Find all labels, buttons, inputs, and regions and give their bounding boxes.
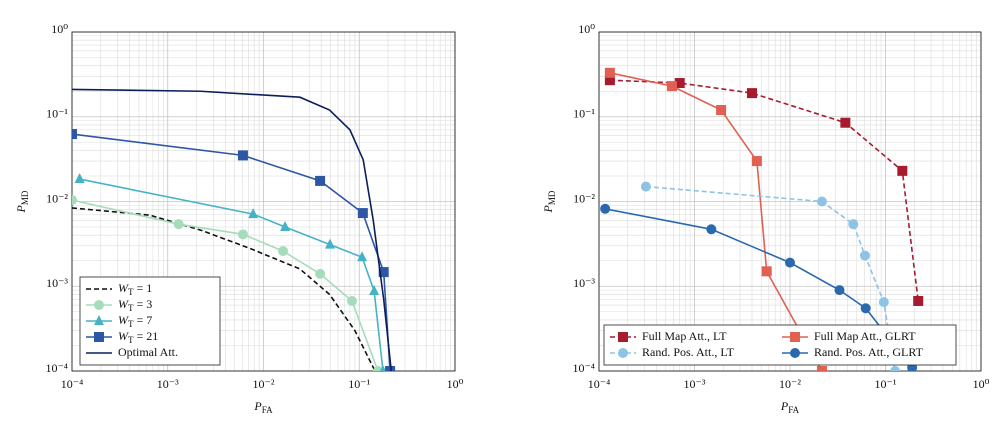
marker bbox=[72, 195, 77, 206]
marker bbox=[369, 284, 380, 295]
plot-frame bbox=[598, 31, 982, 372]
series-line bbox=[72, 207, 376, 371]
marker bbox=[785, 257, 795, 268]
legend-label: WT = 1 bbox=[118, 281, 152, 297]
marker bbox=[859, 250, 870, 261]
plot-area bbox=[72, 88, 396, 371]
legend-label: WT = 7 bbox=[118, 313, 152, 329]
y-tick-label: 10⁻¹ bbox=[573, 107, 595, 121]
marker bbox=[848, 219, 859, 230]
marker bbox=[74, 173, 85, 184]
legend-marker bbox=[618, 332, 628, 342]
marker bbox=[315, 268, 326, 279]
marker bbox=[604, 75, 615, 86]
marker bbox=[860, 303, 871, 314]
x-tick-label: 10⁰ bbox=[447, 377, 464, 391]
legend: Full Map Att., LT Full Map Att., GLRT Rand… bbox=[603, 324, 957, 366]
x-tick-label: 10⁰ bbox=[973, 377, 990, 391]
series-line bbox=[609, 72, 823, 371]
marker bbox=[746, 88, 757, 99]
marker bbox=[674, 78, 685, 89]
series-line bbox=[72, 133, 391, 371]
marker bbox=[357, 208, 368, 219]
marker bbox=[716, 105, 727, 116]
marker bbox=[600, 203, 611, 214]
y-tick-label: 10⁻² bbox=[573, 191, 595, 205]
legend-label: Full Map Att., GLRT bbox=[814, 329, 916, 343]
marker bbox=[173, 219, 184, 230]
series-line bbox=[645, 185, 896, 371]
marker bbox=[278, 246, 289, 257]
x-tick-label: 10⁻² bbox=[779, 377, 801, 391]
y-tick-label: 10⁰ bbox=[578, 22, 595, 36]
series-line bbox=[72, 88, 393, 371]
marker bbox=[280, 221, 291, 232]
legend-marker bbox=[94, 300, 104, 310]
legend-label: WT = 21 bbox=[118, 329, 158, 345]
y-tick-label: 10⁻³ bbox=[46, 276, 68, 290]
marker bbox=[751, 156, 762, 167]
y-axis-label: PMD bbox=[14, 190, 30, 213]
x-tick-label: 10⁻³ bbox=[684, 377, 706, 391]
plot-area bbox=[600, 67, 924, 371]
marker bbox=[913, 295, 924, 306]
marker bbox=[834, 285, 845, 296]
x-tick-label: 10⁻¹ bbox=[348, 377, 370, 391]
legend-marker bbox=[94, 332, 104, 342]
y-tick-label: 10⁻² bbox=[46, 191, 68, 205]
y-tick-label: 10⁻¹ bbox=[46, 107, 68, 121]
legend-marker bbox=[94, 315, 104, 325]
x-tick-label: 10⁻⁴ bbox=[588, 377, 611, 391]
legend-marker bbox=[618, 348, 628, 358]
marker bbox=[248, 208, 259, 219]
legend-box bbox=[603, 324, 957, 366]
x-tick-label: 10⁻¹ bbox=[875, 377, 897, 391]
panel: 10⁻⁴ 10⁻³ 10⁻² 10⁻¹ 10⁰ 10⁻⁴ 10⁻³ 10⁻² 10⁻¹ 10⁰ PF… bbox=[14, 22, 464, 415]
marker bbox=[373, 366, 384, 371]
legend-marker bbox=[790, 332, 800, 342]
marker bbox=[890, 366, 901, 371]
marker bbox=[816, 196, 827, 207]
legend-marker bbox=[790, 348, 800, 358]
marker bbox=[325, 238, 336, 249]
x-tick-label: 10⁻³ bbox=[157, 377, 179, 391]
marker bbox=[840, 117, 851, 128]
x-axis-label: PFA bbox=[253, 399, 273, 415]
marker bbox=[357, 251, 368, 262]
marker bbox=[379, 365, 386, 371]
marker bbox=[237, 150, 248, 161]
x-tick-label: 10⁻² bbox=[253, 377, 275, 391]
legend-label: Optimal Att. bbox=[118, 345, 178, 359]
marker bbox=[816, 366, 827, 371]
marker bbox=[640, 181, 651, 192]
marker bbox=[378, 267, 389, 278]
marker bbox=[666, 81, 677, 92]
marker bbox=[878, 297, 889, 308]
legend-label: WT = 3 bbox=[118, 297, 152, 313]
marker bbox=[315, 175, 326, 186]
y-tick-label: 10⁻⁴ bbox=[45, 361, 68, 375]
panel: 10⁻⁴ 10⁻³ 10⁻² 10⁻¹ 10⁰ 10⁻⁴ 10⁻³ 10⁻² 10⁻¹ 10⁰ PF… bbox=[541, 22, 990, 415]
marker bbox=[897, 165, 908, 176]
x-tick-label: 10⁻⁴ bbox=[61, 377, 84, 391]
marker bbox=[72, 129, 77, 140]
marker bbox=[385, 366, 396, 371]
y-tick-label: 10⁻⁴ bbox=[572, 361, 595, 375]
legend-label: Full Map Att., LT bbox=[642, 329, 727, 343]
y-axis-label: PMD bbox=[541, 190, 557, 213]
marker bbox=[604, 67, 615, 78]
legend-label: Rand. Pos. Att., GLRT bbox=[814, 345, 924, 359]
marker bbox=[761, 266, 772, 277]
legend-label: Rand. Pos. Att., LT bbox=[642, 345, 735, 359]
y-tick-label: 10⁻³ bbox=[573, 276, 595, 290]
marker bbox=[237, 229, 248, 240]
marker bbox=[346, 295, 357, 306]
series-line bbox=[605, 208, 913, 368]
y-tick-label: 10⁰ bbox=[51, 22, 68, 36]
marker bbox=[706, 224, 717, 235]
x-axis-label: PFA bbox=[780, 399, 800, 415]
